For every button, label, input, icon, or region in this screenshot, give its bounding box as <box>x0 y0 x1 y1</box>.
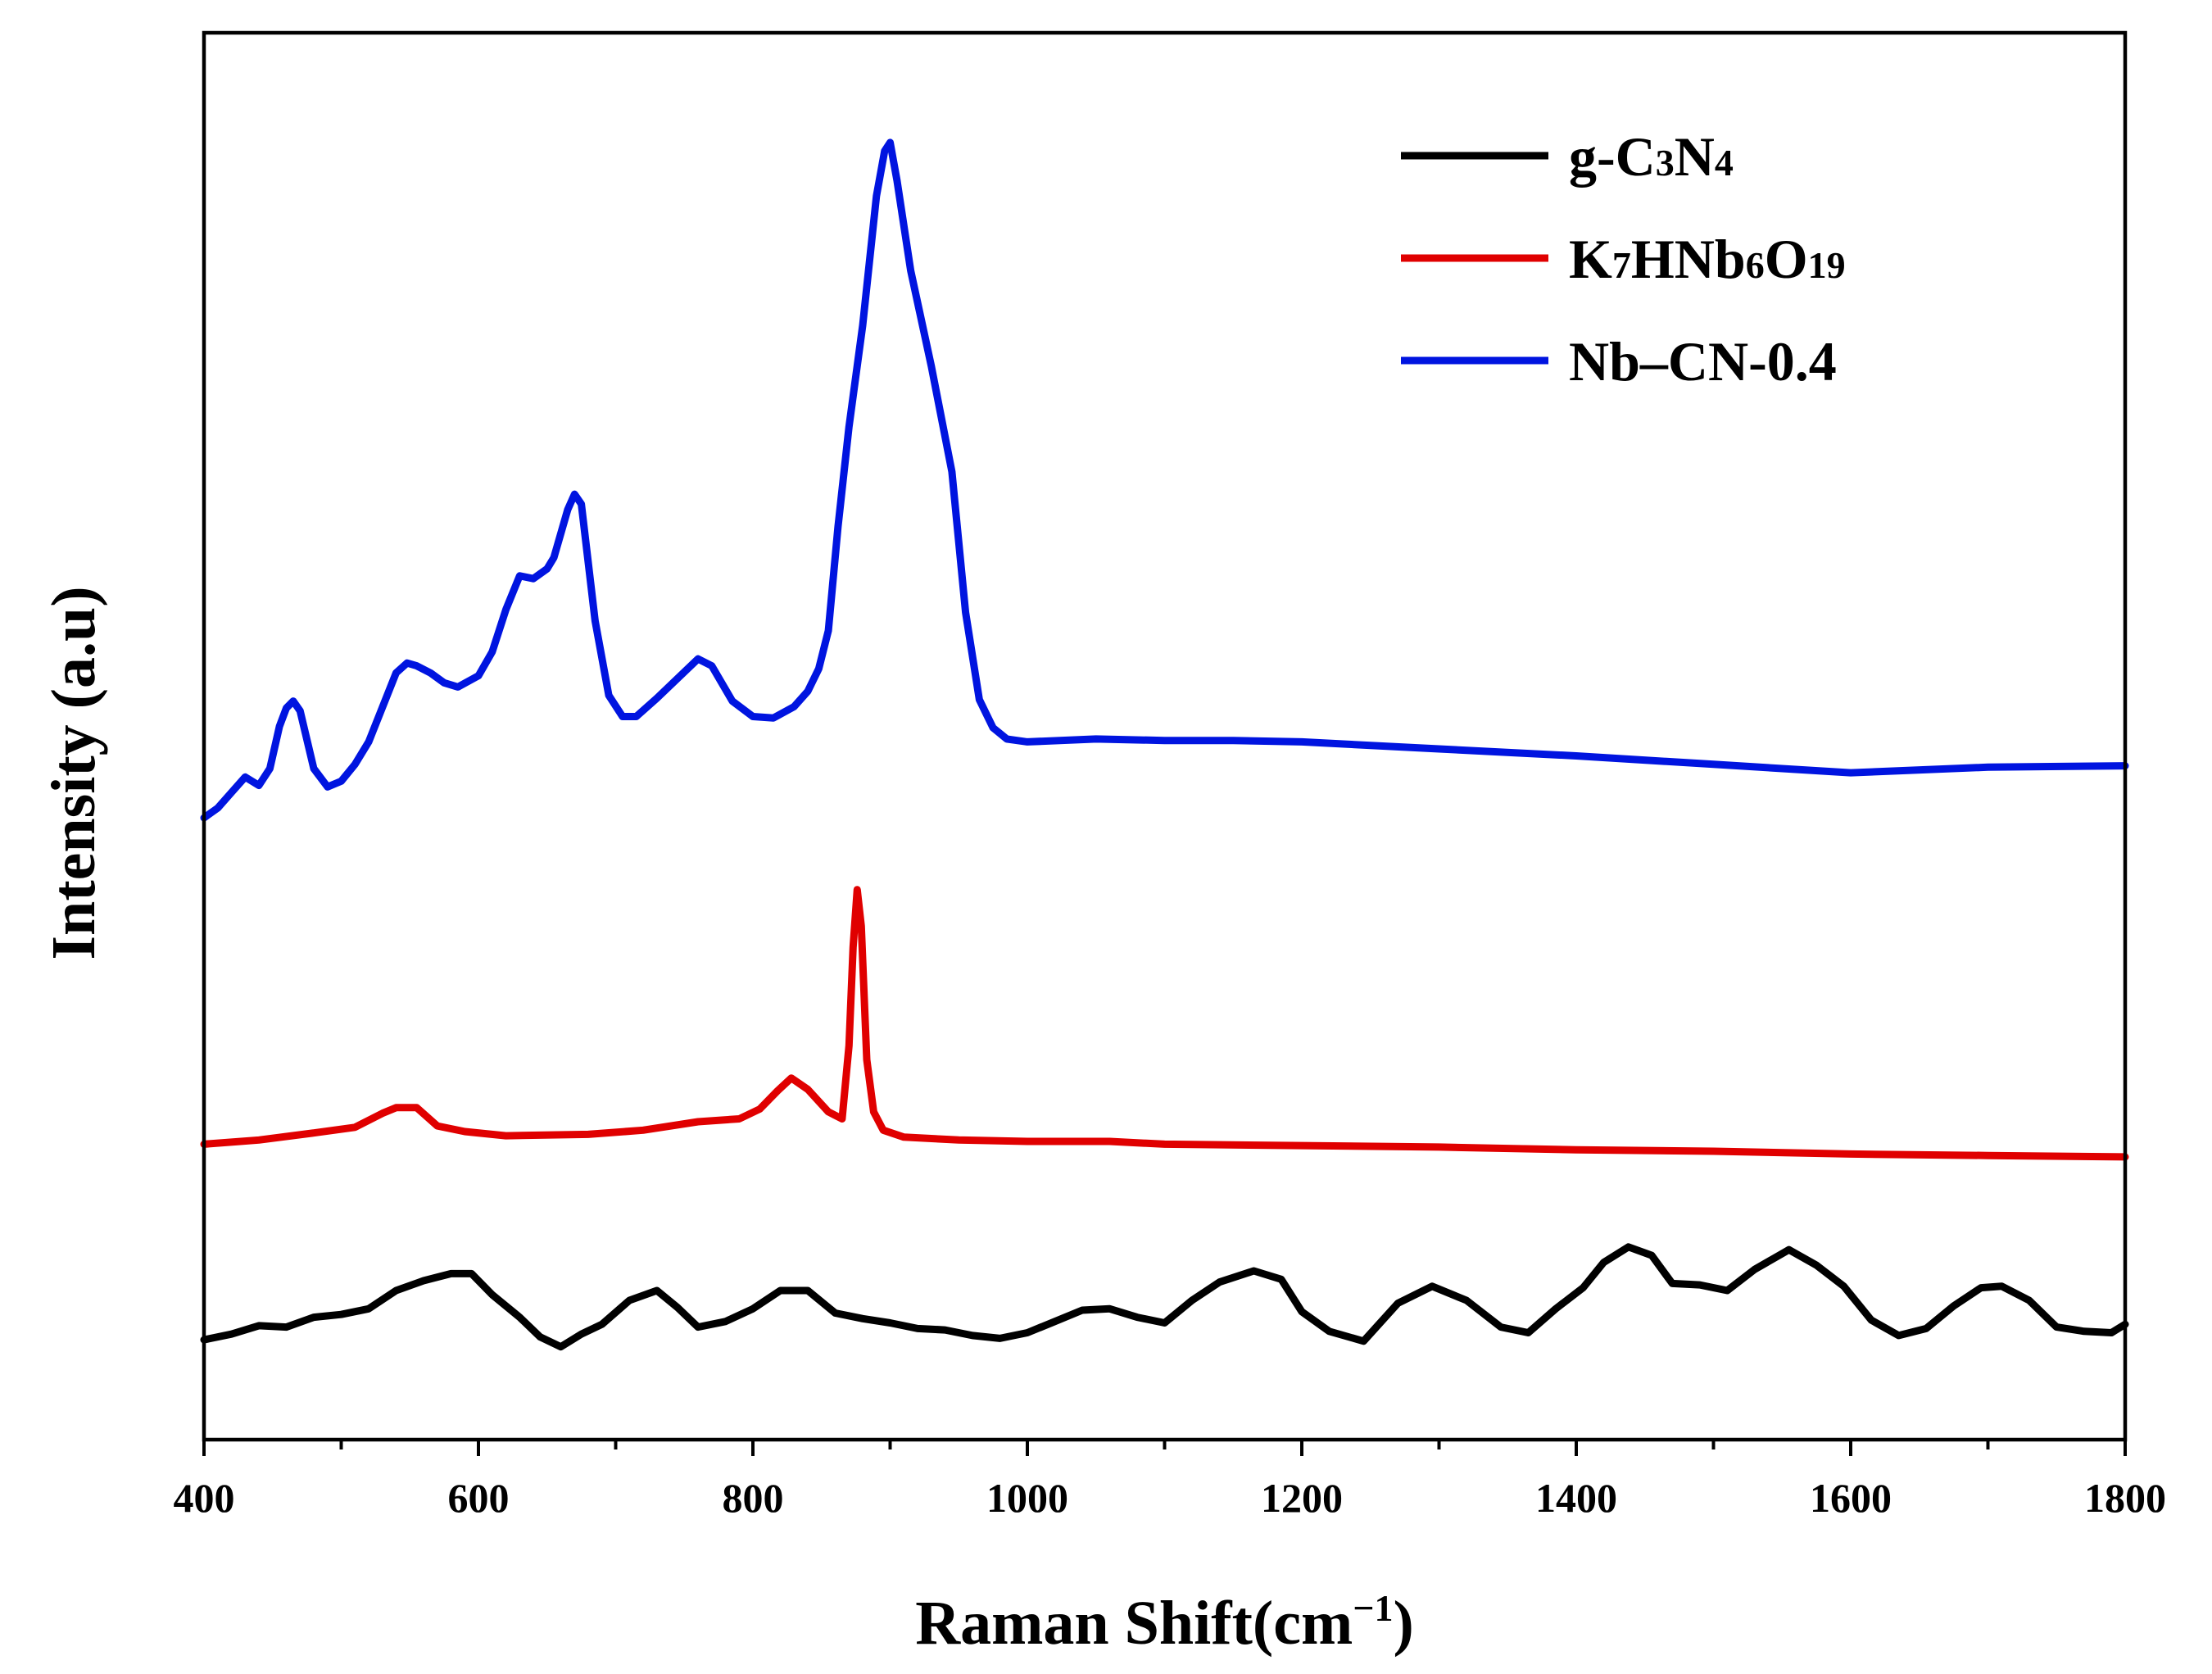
series-line-0 <box>200 1243 2129 1351</box>
series-line-2 <box>200 138 2129 822</box>
x-tick-label: 600 <box>448 1475 510 1521</box>
x-axis-ticks: 400 600 800 1000 1200 1400 1600 1800 <box>174 1440 2166 1521</box>
x-tick-label: 1600 <box>1810 1475 1892 1521</box>
x-axis-title-close: ) <box>1393 1589 1413 1658</box>
x-tick-label: 800 <box>723 1475 784 1521</box>
series-layer <box>200 138 2129 1351</box>
y-axis-title: Intensity (a.u) <box>39 586 108 959</box>
x-tick-label: 1000 <box>986 1475 1068 1521</box>
x-axis-title: Raman Shift(cm−1) <box>915 1587 1414 1658</box>
x-tick-label: 1400 <box>1535 1475 1617 1521</box>
legend-label-1: K7HNb6O19 <box>1569 228 1846 290</box>
legend-label-2: Nb–CN-0.4 <box>1569 330 1837 392</box>
series-line-1 <box>200 886 2129 1161</box>
x-axis-title-superscript: −1 <box>1353 1587 1393 1629</box>
x-tick-label: 1800 <box>2084 1475 2166 1521</box>
legend-label-0: g-C3N4 <box>1569 125 1734 188</box>
x-tick-label: 400 <box>174 1475 235 1521</box>
x-axis-title-text: Raman Shift(cm <box>915 1589 1353 1658</box>
legend: g-C3N4 K7HNb6O19 Nb–CN-0.4 <box>1401 125 1846 392</box>
x-tick-label: 1200 <box>1261 1475 1343 1521</box>
